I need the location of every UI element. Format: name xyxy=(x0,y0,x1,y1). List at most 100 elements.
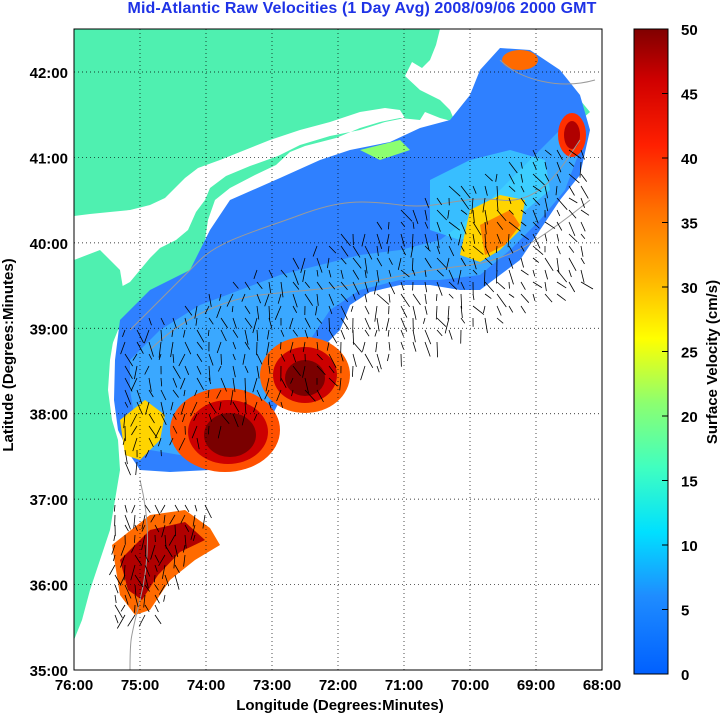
x-axis-ticks: 76:00 75:00 74:00 73:00 72:00 71:00 70:00 69:00… xyxy=(55,677,621,694)
velocity-arrow xyxy=(244,389,247,405)
velocity-arrow xyxy=(376,353,382,370)
velocity-arrow xyxy=(328,245,337,254)
velocity-arrow xyxy=(122,437,126,445)
velocity-arrow xyxy=(520,257,524,268)
bathymetry-contours xyxy=(129,59,596,670)
velocity-arrow xyxy=(302,269,306,282)
velocity-arrow xyxy=(412,209,419,225)
velocity-arrow xyxy=(555,185,558,196)
velocity-arrow xyxy=(444,317,450,334)
velocity-arrow xyxy=(520,185,525,193)
velocity-arrow xyxy=(496,269,498,284)
velocity-arrow xyxy=(133,514,136,529)
velocity-arrow xyxy=(268,401,272,409)
velocity-arrow xyxy=(130,413,138,427)
velocity-arrow xyxy=(144,365,150,375)
velocity-arrow xyxy=(472,233,476,244)
velocity-arrow xyxy=(122,329,126,338)
velocity-arrow xyxy=(178,437,186,451)
velocity-arrow xyxy=(268,317,273,329)
velocity-arrow xyxy=(388,269,392,277)
velocity-arrow xyxy=(267,353,270,366)
velocity-arrow xyxy=(520,209,527,215)
velocity-arrow xyxy=(544,293,553,303)
grid xyxy=(74,29,602,670)
velocity-arrow xyxy=(304,281,311,289)
velocity-arrow xyxy=(256,281,263,289)
colorbar-tick-label: 45 xyxy=(681,87,698,104)
velocity-arrow xyxy=(352,365,354,377)
velocity-arrow xyxy=(144,544,147,558)
velocity-arrow xyxy=(340,305,348,320)
velocity-arrow xyxy=(280,401,283,409)
velocity-arrow xyxy=(174,574,180,590)
velocity-arrow xyxy=(568,245,575,253)
velocity-arrow xyxy=(304,389,316,402)
velocity-arrow xyxy=(124,514,131,530)
velocity-arrow xyxy=(423,317,426,324)
velocity-arrow xyxy=(208,413,212,422)
velocity-arrow xyxy=(244,341,251,350)
velocity-arrow xyxy=(124,365,133,380)
velocity-arrow xyxy=(460,317,466,324)
velocity-arrow xyxy=(508,305,514,313)
velocity-arrow xyxy=(242,353,246,365)
velocity-arrow xyxy=(280,269,288,278)
velocity-arrow xyxy=(508,221,521,232)
velocity-arrow xyxy=(145,401,150,415)
velocity-arrow xyxy=(340,353,344,362)
velocity-arrow xyxy=(134,534,136,543)
velocity-arrow xyxy=(580,185,589,199)
velocity-arrow xyxy=(244,365,249,373)
velocity-arrow xyxy=(400,293,410,308)
velocity-arrow xyxy=(556,293,566,301)
velocity-arrow xyxy=(256,293,261,304)
velocity-arrow xyxy=(580,281,594,290)
velocity-arrow xyxy=(520,269,529,276)
velocity-arrow xyxy=(460,293,463,309)
velocity-arrow xyxy=(113,504,116,512)
velocity-arrow xyxy=(154,614,162,625)
velocity-arrow xyxy=(352,269,360,280)
velocity-arrow xyxy=(424,293,427,304)
velocity-arrow xyxy=(124,401,129,408)
velocity-arrow xyxy=(580,245,584,257)
velocity-arrow xyxy=(136,401,143,415)
velocity-arrow xyxy=(134,554,143,566)
velocity-arrow xyxy=(448,245,455,257)
velocity-arrow xyxy=(388,281,396,295)
velocity-arrow xyxy=(194,305,198,319)
velocity-arrow xyxy=(158,554,166,567)
y-axis-ticks: 42:00 41:00 40:00 39:00 38:00 37:00 36:00 35:00 xyxy=(30,65,68,680)
velocity-arrow xyxy=(352,341,363,353)
velocity-arrow xyxy=(172,353,175,363)
velocity-arrow xyxy=(135,461,138,476)
velocity-arrow xyxy=(230,389,234,405)
velocity-arrow xyxy=(397,257,402,270)
velocity-arrow xyxy=(568,281,576,293)
velocity-arrow xyxy=(207,389,210,399)
velocity-arrow xyxy=(124,584,132,599)
velocity-arrow xyxy=(232,329,239,338)
velocity-arrow xyxy=(316,341,319,350)
velocity-arrow xyxy=(568,173,580,184)
velocity-arrow xyxy=(316,353,323,361)
velocity-arrow xyxy=(544,233,548,242)
velocity-arrow xyxy=(184,305,193,316)
x-tick-label: 69:00 xyxy=(517,677,555,694)
velocity-arrow xyxy=(580,173,588,182)
velocity-arrow xyxy=(124,449,128,465)
velocity-arrow xyxy=(184,365,190,375)
velocity-arrow xyxy=(280,281,284,298)
velocity-arrow xyxy=(264,389,270,400)
velocity-arrow xyxy=(424,209,428,221)
velocity-arrow xyxy=(436,329,443,337)
velocity-arrow xyxy=(376,365,380,373)
x-tick-label: 76:00 xyxy=(55,677,93,694)
velocity-arrow xyxy=(178,353,186,367)
velocity-arrow xyxy=(144,584,150,592)
velocity-arrow xyxy=(154,425,162,439)
velocity-arrow xyxy=(208,353,214,366)
velocity-arrow xyxy=(220,329,227,342)
